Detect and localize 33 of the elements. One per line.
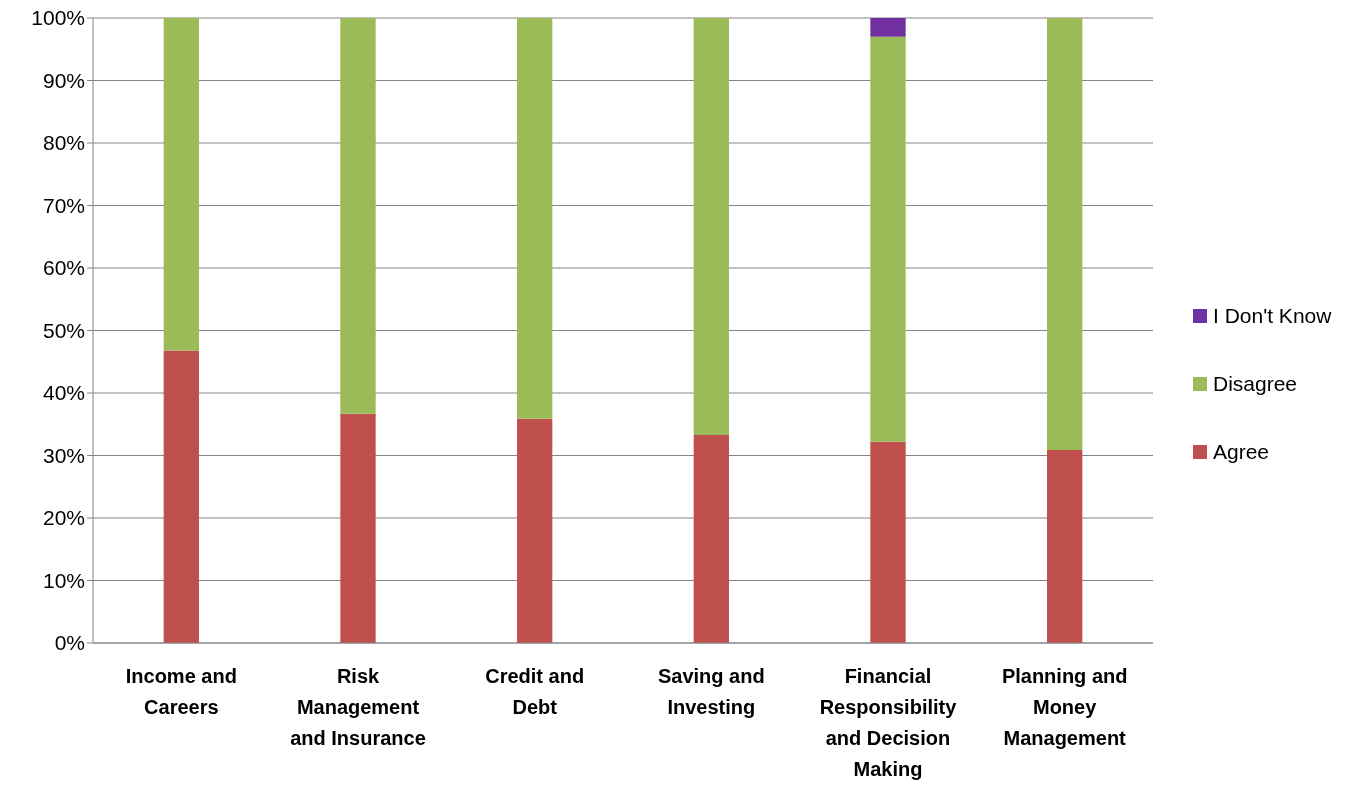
legend-label: I Don't Know	[1213, 303, 1332, 328]
bar	[693, 434, 729, 643]
x-tick-label: Income and Careers	[125, 665, 237, 718]
bar	[517, 418, 553, 643]
y-tick-label: 40%	[42, 381, 85, 405]
bar	[870, 18, 906, 37]
y-tick-label: 10%	[42, 568, 85, 592]
legend-label: Agree	[1213, 439, 1270, 464]
y-tick-label: 0%	[54, 631, 85, 655]
bar	[1047, 18, 1083, 450]
y-tick-label: 70%	[42, 193, 85, 217]
bar	[340, 18, 376, 414]
x-tick-label: Risk Management and Insurance	[290, 665, 426, 749]
y-tick-label: 20%	[42, 506, 85, 530]
x-tick-label: Planning and Money Management	[1001, 665, 1128, 749]
bar	[163, 18, 199, 351]
y-tick-label: 50%	[42, 318, 85, 342]
y-tick-label: 30%	[42, 443, 85, 467]
x-tick-label: Saving and Investing	[657, 665, 765, 718]
bar	[340, 413, 376, 643]
y-tick-label: 90%	[42, 68, 85, 92]
bar	[1047, 449, 1083, 643]
x-tick-label: Credit and Debt	[485, 665, 585, 718]
y-tick-label: 60%	[42, 256, 85, 280]
x-tick-label: Financial Responsibility and Decision Making	[819, 665, 958, 780]
legend-label: Disagree	[1213, 371, 1298, 396]
bar	[517, 18, 553, 419]
bar	[870, 441, 906, 643]
y-tick-label: 80%	[42, 131, 85, 155]
y-tick-label: 100%	[31, 6, 85, 30]
bar	[693, 18, 729, 435]
bar	[163, 350, 199, 643]
bar	[870, 36, 906, 442]
